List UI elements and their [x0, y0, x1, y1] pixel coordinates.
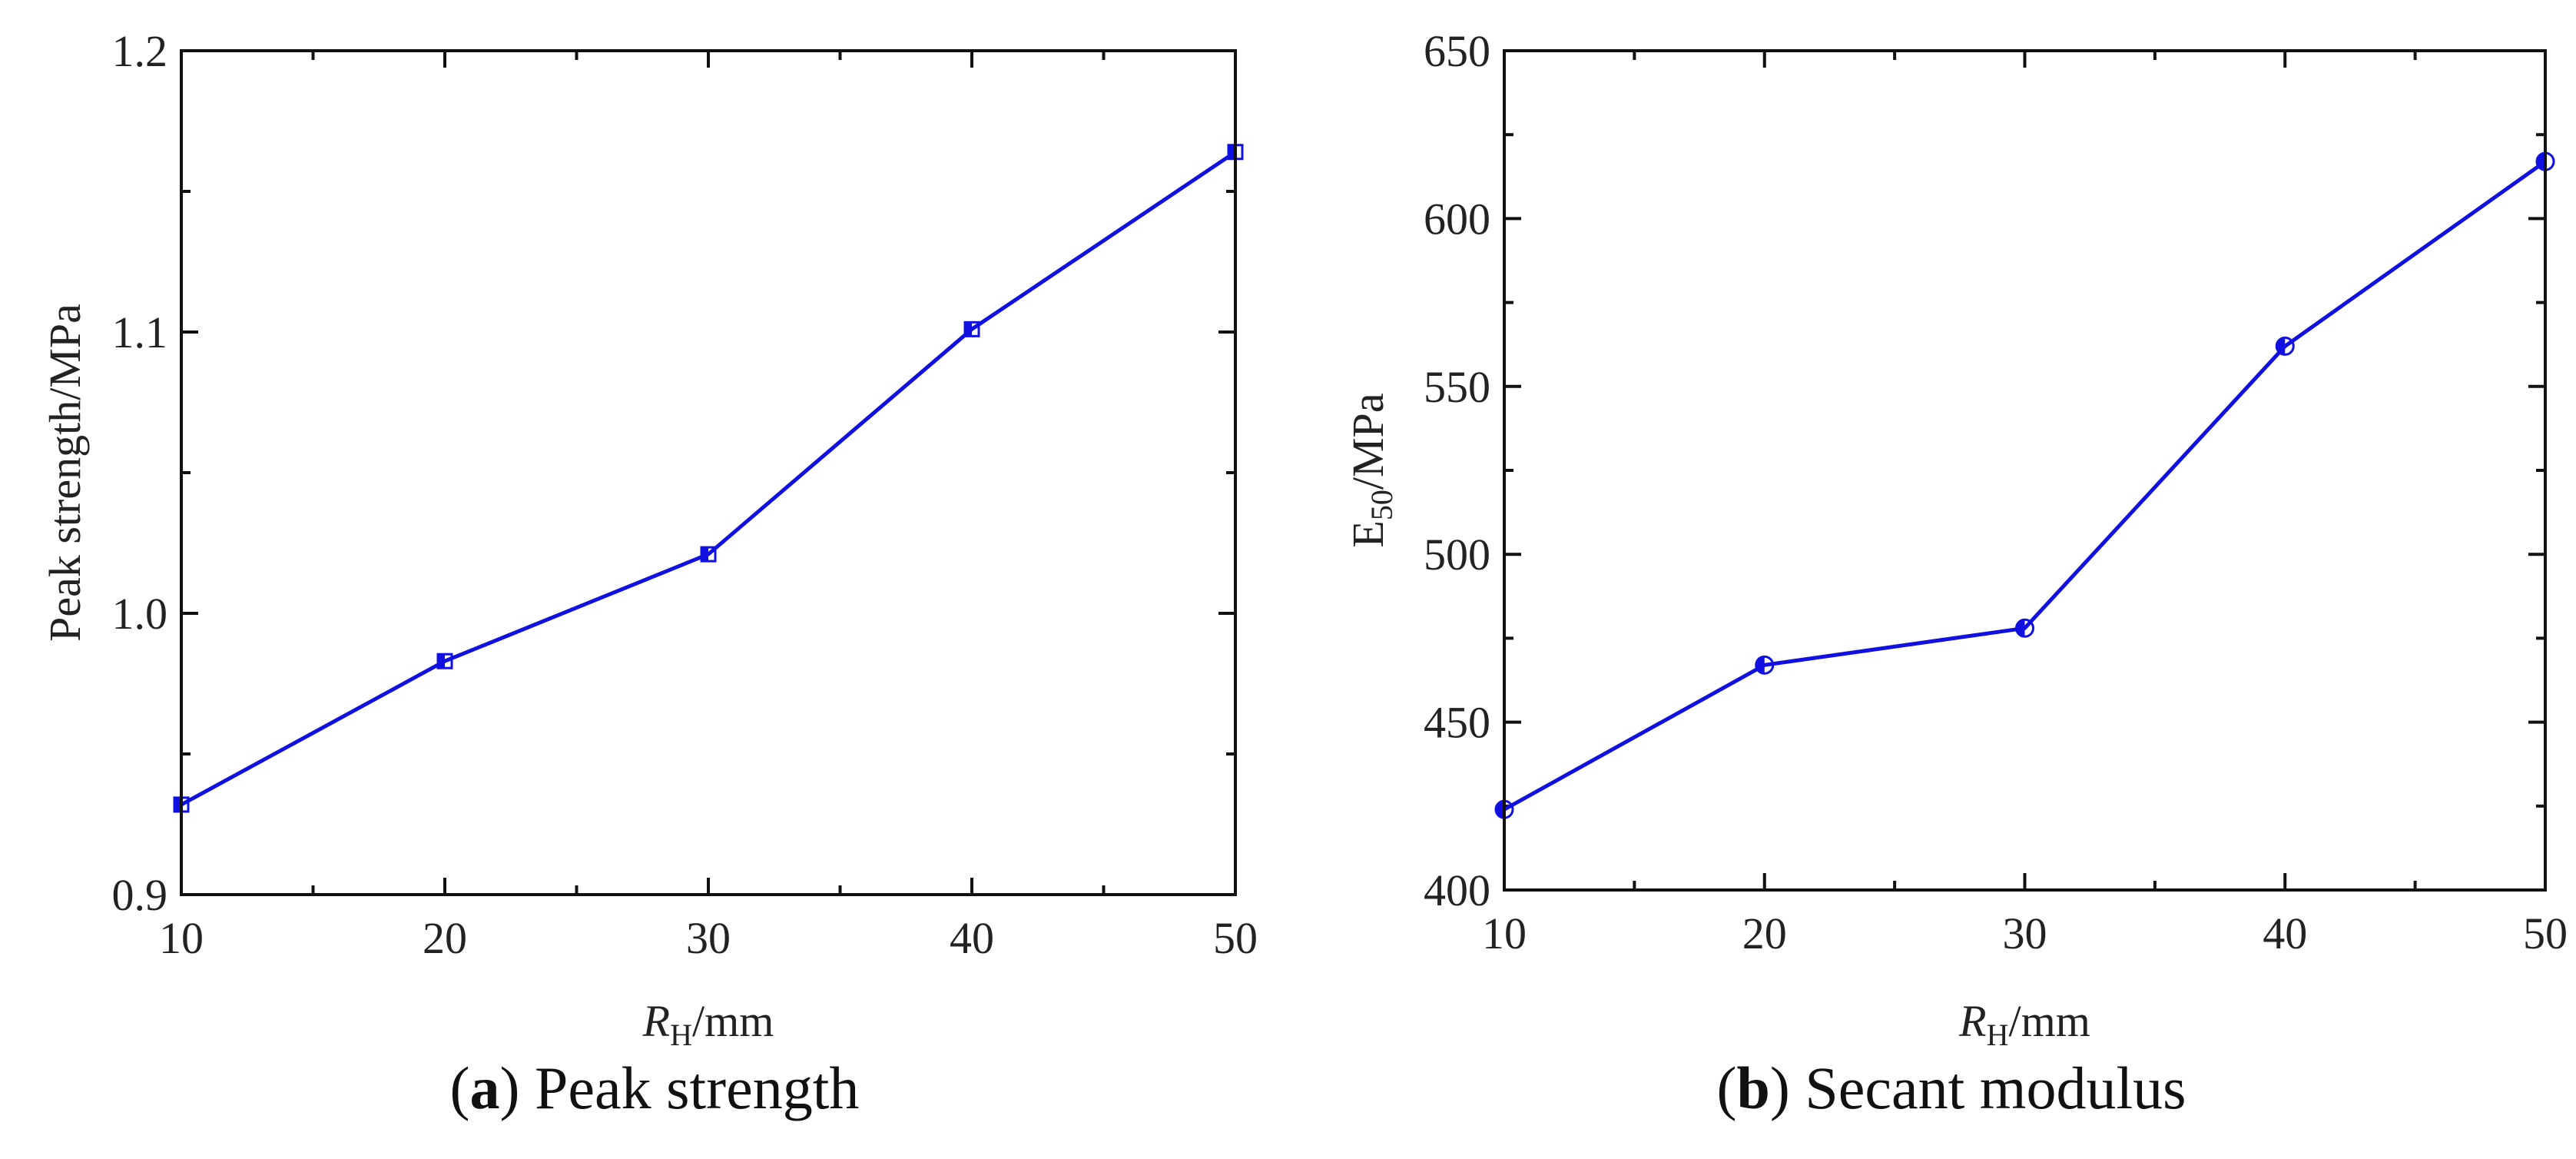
x-tick-label: 20 — [423, 913, 467, 963]
series-markers — [173, 144, 1244, 813]
x-tick-label: 10 — [159, 913, 204, 963]
x-tick-label: 40 — [950, 913, 994, 963]
y-tick-label: 1.0 — [112, 589, 168, 639]
x-axis-label: RH/mm — [1958, 996, 2090, 1052]
axis-ticks — [180, 49, 1237, 896]
y-tick-label: 0.9 — [112, 870, 168, 920]
y-tick-label: 1.1 — [112, 307, 168, 357]
series-markers — [1494, 151, 2555, 819]
y-tick-label: 400 — [1424, 865, 1490, 915]
plot-frame — [180, 49, 1237, 896]
data-point — [2015, 618, 2034, 638]
x-tick-label: 30 — [686, 913, 731, 963]
x-tick-label: 50 — [2523, 908, 2568, 958]
x-tick-label: 50 — [1213, 913, 1258, 963]
plot-frame — [1503, 49, 2547, 892]
y-tick-label: 600 — [1424, 194, 1490, 244]
x-tick-labels: 10 20 30 40 50 — [1482, 908, 2568, 958]
series-line — [1503, 160, 2547, 812]
x-tick-label: 10 — [1482, 908, 1527, 958]
data-point — [700, 546, 717, 563]
y-tick-label: 1.2 — [112, 26, 168, 76]
x-tick-label: 30 — [2003, 908, 2047, 958]
data-point — [1755, 655, 1775, 675]
y-tick-label: 500 — [1424, 530, 1490, 580]
y-axis-label: Peak strength/MPa — [40, 304, 90, 642]
y-tick-labels: 400 450 500 550 600 650 — [1424, 26, 1490, 915]
x-tick-label: 40 — [2263, 908, 2307, 958]
y-tick-label: 650 — [1424, 26, 1490, 76]
caption-peak-strength: (a) Peak strength — [450, 1054, 860, 1121]
series-line — [180, 150, 1237, 807]
data-point — [436, 653, 453, 669]
y-axis-label: E50/MPa — [1343, 393, 1399, 547]
x-tick-label: 20 — [1742, 908, 1787, 958]
x-axis-label: RH/mm — [642, 996, 774, 1052]
data-point — [2275, 336, 2295, 356]
axis-ticks — [1503, 49, 2547, 892]
data-point — [963, 320, 980, 337]
chart-secant-modulus: 400 450 500 550 600 650 10 20 30 40 50 E50/MPa RH… — [1343, 26, 2568, 1121]
y-tick-label: 450 — [1424, 698, 1490, 748]
chart-peak-strength: 0.9 1.0 1.1 1.2 10 20 30 40 50 Peak strength/MP… — [40, 26, 1258, 1121]
y-tick-labels: 0.9 1.0 1.1 1.2 — [112, 26, 168, 920]
caption-secant-modulus: (b) Secant modulus — [1717, 1054, 2186, 1121]
x-tick-labels: 10 20 30 40 50 — [159, 913, 1258, 963]
y-tick-label: 550 — [1424, 362, 1490, 412]
